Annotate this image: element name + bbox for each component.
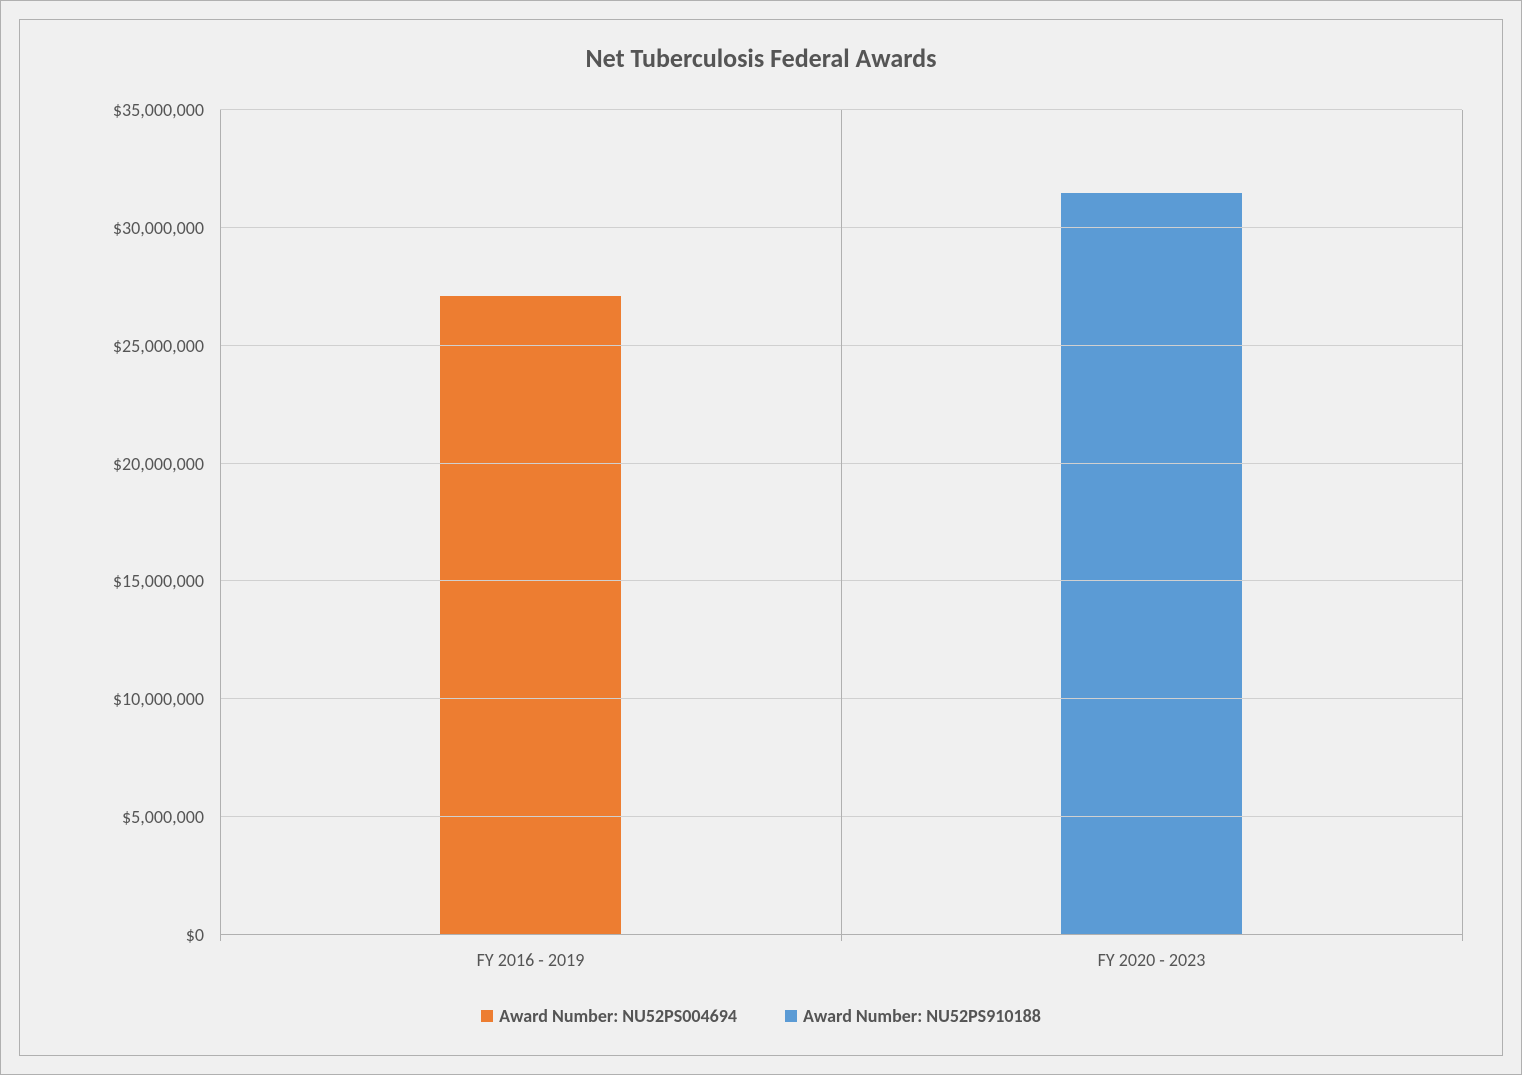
legend-swatch xyxy=(785,1010,797,1022)
y-tick-label: $35,000,000 xyxy=(113,99,212,121)
y-tick-label: $30,000,000 xyxy=(113,217,212,239)
legend-item: Award Number: NU52PS004694 xyxy=(481,1005,737,1027)
chart-title: Net Tuberculosis Federal Awards xyxy=(20,20,1502,84)
x-axis-labels: FY 2016 - 2019FY 2020 - 2023 xyxy=(220,935,1462,971)
chart-container: Net Tuberculosis Federal Awards $0$5,000… xyxy=(0,0,1522,1075)
y-tick-label: $25,000,000 xyxy=(113,335,212,357)
x-tick xyxy=(841,110,842,941)
x-axis-label: FY 2020 - 2023 xyxy=(841,949,1462,971)
y-tick-label: $20,000,000 xyxy=(113,453,212,475)
legend-label: Award Number: NU52PS910188 xyxy=(803,1005,1041,1027)
plot-area: $0$5,000,000$10,000,000$15,000,000$20,00… xyxy=(220,110,1462,935)
x-tick xyxy=(1462,110,1463,941)
plot-wrapper: $0$5,000,000$10,000,000$15,000,000$20,00… xyxy=(100,110,1462,935)
y-tick-label: $5,000,000 xyxy=(122,806,212,828)
y-tick-label: $10,000,000 xyxy=(113,688,212,710)
category xyxy=(220,110,841,935)
legend-label: Award Number: NU52PS004694 xyxy=(499,1005,737,1027)
bar xyxy=(1061,193,1241,936)
y-tick-label: $0 xyxy=(186,924,212,946)
x-tick xyxy=(220,110,221,941)
chart-inner: Net Tuberculosis Federal Awards $0$5,000… xyxy=(19,19,1503,1056)
legend: Award Number: NU52PS004694 Award Number: … xyxy=(20,1005,1502,1027)
category xyxy=(841,110,1462,935)
legend-item: Award Number: NU52PS910188 xyxy=(785,1005,1041,1027)
y-tick-label: $15,000,000 xyxy=(113,570,212,592)
x-axis-label: FY 2016 - 2019 xyxy=(220,949,841,971)
bar xyxy=(440,296,620,935)
legend-swatch xyxy=(481,1010,493,1022)
